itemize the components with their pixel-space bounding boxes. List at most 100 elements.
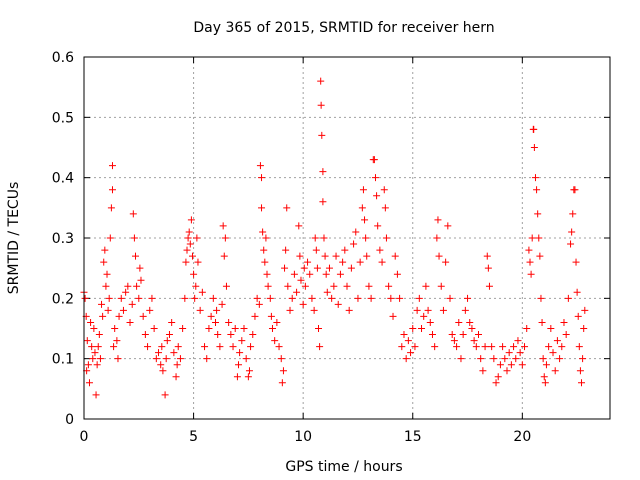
data-point bbox=[83, 337, 91, 345]
data-point bbox=[222, 282, 230, 290]
data-point bbox=[385, 282, 393, 290]
data-point bbox=[382, 234, 390, 242]
y-tick-label: 0.5 bbox=[52, 110, 74, 126]
data-point bbox=[481, 343, 489, 351]
data-point bbox=[137, 276, 145, 284]
data-point bbox=[567, 240, 575, 248]
data-point bbox=[389, 312, 397, 320]
data-point bbox=[209, 294, 217, 302]
data-point bbox=[569, 210, 577, 218]
data-point bbox=[96, 355, 104, 363]
data-point bbox=[367, 294, 375, 302]
data-point bbox=[260, 246, 268, 254]
data-point bbox=[187, 216, 195, 224]
tick-labels: 0 0.1 0.2 0.3 0.4 0.5 0.6 0 5 10 15 20 bbox=[52, 50, 532, 445]
data-point bbox=[402, 355, 410, 363]
data-point bbox=[450, 337, 458, 345]
data-point bbox=[105, 294, 113, 302]
data-point bbox=[503, 367, 511, 375]
x-tick-label: 20 bbox=[513, 429, 531, 445]
data-point bbox=[214, 331, 222, 339]
y-tick-label: 0.4 bbox=[52, 171, 74, 187]
data-point bbox=[556, 355, 564, 363]
data-point bbox=[533, 186, 541, 194]
data-point bbox=[141, 331, 149, 339]
data-point bbox=[415, 294, 423, 302]
data-point bbox=[155, 349, 163, 357]
data-point bbox=[499, 343, 507, 351]
data-point bbox=[240, 325, 248, 332]
data-point bbox=[488, 343, 496, 351]
data-point bbox=[146, 306, 154, 314]
data-point bbox=[101, 246, 109, 254]
data-point bbox=[359, 186, 367, 194]
data-point bbox=[247, 343, 255, 351]
data-point bbox=[163, 337, 171, 345]
data-point bbox=[526, 258, 534, 266]
data-point bbox=[313, 264, 321, 272]
data-points bbox=[80, 77, 589, 399]
data-point bbox=[374, 222, 382, 230]
data-point bbox=[318, 131, 326, 139]
data-point bbox=[88, 343, 96, 351]
y-tick-label: 0.6 bbox=[52, 50, 74, 66]
data-point bbox=[553, 337, 561, 345]
chart-title: Day 365 of 2015, SRMTID for receiver her… bbox=[193, 20, 494, 36]
data-point bbox=[398, 343, 406, 351]
data-point bbox=[580, 325, 588, 332]
data-point bbox=[490, 355, 498, 363]
data-point bbox=[391, 252, 399, 260]
data-point bbox=[300, 264, 308, 272]
data-point bbox=[310, 306, 318, 314]
data-point bbox=[111, 325, 119, 332]
data-point bbox=[263, 270, 271, 278]
data-point bbox=[220, 252, 228, 260]
data-point bbox=[542, 361, 550, 369]
data-point bbox=[576, 367, 584, 375]
data-point bbox=[426, 318, 434, 326]
data-point bbox=[84, 361, 92, 369]
data-point bbox=[227, 331, 235, 339]
data-point bbox=[122, 288, 130, 296]
data-point bbox=[518, 361, 526, 369]
data-point bbox=[271, 337, 279, 345]
data-point bbox=[537, 294, 545, 302]
data-point bbox=[472, 343, 480, 351]
y-tick-label: 0.2 bbox=[52, 291, 74, 307]
data-point bbox=[242, 355, 250, 363]
data-point bbox=[253, 294, 261, 302]
data-point bbox=[492, 379, 500, 387]
data-point bbox=[99, 312, 107, 320]
data-point bbox=[376, 246, 384, 254]
data-point bbox=[261, 258, 269, 266]
data-point bbox=[343, 282, 351, 290]
data-point bbox=[266, 294, 274, 302]
data-point bbox=[201, 343, 209, 351]
data-point bbox=[174, 343, 182, 351]
data-point bbox=[144, 343, 152, 351]
y-tick-label: 0.1 bbox=[52, 352, 74, 368]
data-point bbox=[530, 125, 538, 133]
data-point bbox=[281, 264, 289, 272]
data-point bbox=[435, 252, 443, 260]
data-point bbox=[94, 343, 102, 351]
data-point bbox=[380, 186, 388, 194]
data-point bbox=[525, 246, 533, 254]
data-point bbox=[479, 367, 487, 375]
data-point bbox=[278, 379, 286, 387]
data-point bbox=[89, 355, 97, 363]
data-point bbox=[290, 270, 298, 278]
data-point bbox=[193, 234, 201, 242]
data-point bbox=[418, 325, 426, 332]
data-point bbox=[501, 355, 509, 363]
data-point bbox=[370, 156, 378, 164]
data-point bbox=[255, 300, 263, 308]
x-tick-label: 10 bbox=[294, 429, 312, 445]
data-point bbox=[194, 258, 202, 266]
data-point bbox=[409, 325, 417, 332]
data-point bbox=[249, 331, 257, 339]
data-point bbox=[185, 228, 193, 236]
data-point bbox=[475, 331, 482, 339]
data-point bbox=[236, 349, 244, 357]
data-point bbox=[196, 306, 204, 314]
